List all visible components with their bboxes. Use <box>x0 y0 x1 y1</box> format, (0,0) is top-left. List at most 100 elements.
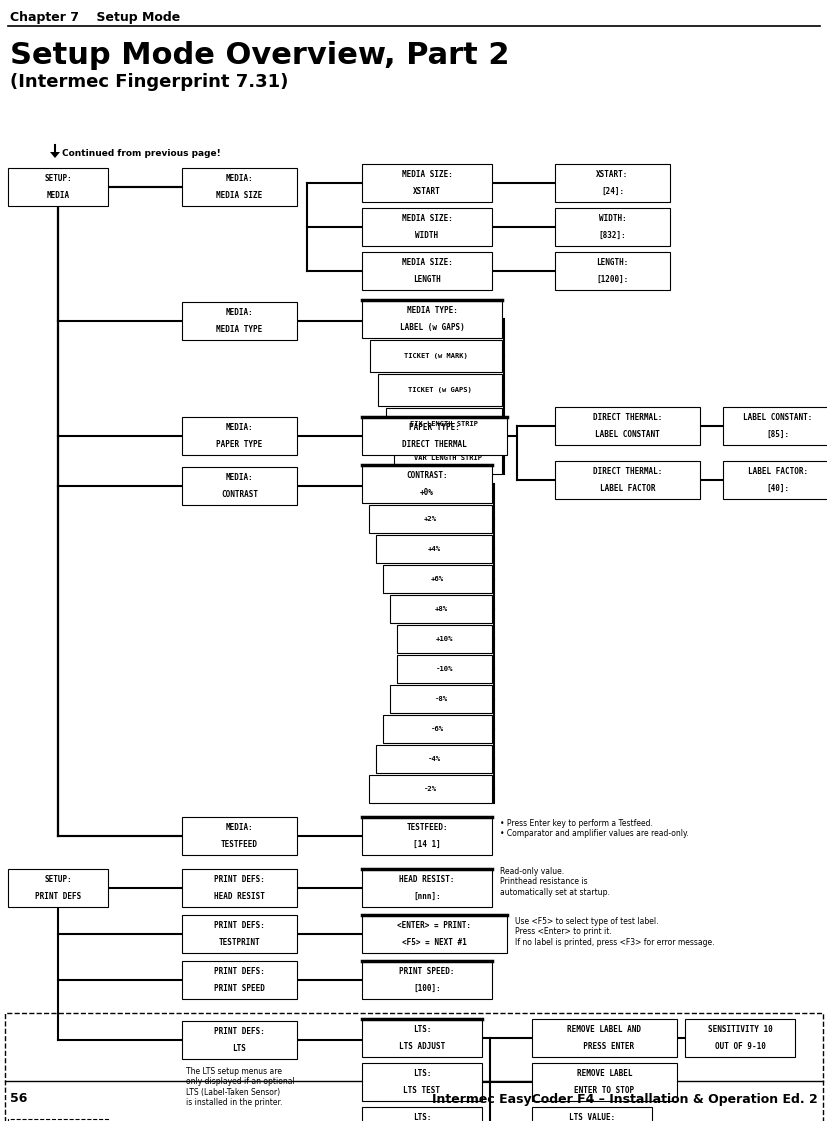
Bar <box>182 417 297 455</box>
Text: SENSITIVITY 10: SENSITIVITY 10 <box>707 1025 772 1035</box>
Text: MEDIA:: MEDIA: <box>225 473 253 482</box>
Bar <box>361 1019 481 1057</box>
Text: PRINT SPEED: PRINT SPEED <box>214 984 265 993</box>
Text: PAPER TYPE: PAPER TYPE <box>216 439 262 448</box>
Text: REMOVE LABEL AND: REMOVE LABEL AND <box>566 1025 641 1035</box>
Text: +4%: +4% <box>427 546 440 552</box>
Text: +10%: +10% <box>435 636 452 642</box>
Text: LABEL (w GAPS): LABEL (w GAPS) <box>399 323 464 332</box>
Text: XSTART:: XSTART: <box>595 170 628 179</box>
Bar <box>361 817 491 855</box>
Bar <box>385 408 501 441</box>
Text: MEDIA: MEDIA <box>46 191 69 200</box>
Bar <box>722 407 827 445</box>
Text: REMOVE LABEL: REMOVE LABEL <box>576 1069 632 1078</box>
Text: 56: 56 <box>10 1093 27 1105</box>
Bar <box>394 442 501 474</box>
Text: DIRECT THERMAL:: DIRECT THERMAL: <box>592 414 662 423</box>
Bar <box>722 461 827 499</box>
Text: LABEL FACTOR: LABEL FACTOR <box>599 484 654 493</box>
Bar <box>369 775 491 803</box>
Text: LTS:: LTS: <box>412 1069 431 1078</box>
Text: HEAD RESIST:: HEAD RESIST: <box>399 876 454 884</box>
Text: -2%: -2% <box>423 786 437 793</box>
Text: MEDIA TYPE: MEDIA TYPE <box>216 325 262 334</box>
Text: [1200]:: [1200]: <box>595 275 628 284</box>
Text: LENGTH:: LENGTH: <box>595 258 628 267</box>
Text: -10%: -10% <box>435 666 452 671</box>
Text: PAPER TYPE:: PAPER TYPE: <box>409 423 459 432</box>
Text: WIDTH:: WIDTH: <box>598 214 625 223</box>
Text: Continued from previous page!: Continued from previous page! <box>62 148 221 157</box>
Text: • Press Enter key to perform a Testfeed.
• Comparator and amplifier values are r: • Press Enter key to perform a Testfeed.… <box>500 819 688 839</box>
Text: LTS: LTS <box>232 1044 246 1053</box>
Text: LTS TEST: LTS TEST <box>403 1086 440 1095</box>
Text: ENTER TO STOP: ENTER TO STOP <box>574 1086 633 1095</box>
Bar <box>554 461 699 499</box>
Bar <box>182 467 297 504</box>
Text: XSTART: XSTART <box>413 187 440 196</box>
Text: CONTRAST:: CONTRAST: <box>406 471 447 480</box>
Text: MEDIA TYPE:: MEDIA TYPE: <box>406 306 457 315</box>
Text: TESTPRINT: TESTPRINT <box>218 938 260 947</box>
Bar <box>532 1063 676 1101</box>
Text: -4%: -4% <box>427 756 440 762</box>
Text: FIX LENGTH STRIP: FIX LENGTH STRIP <box>409 421 477 427</box>
Text: LTS:: LTS: <box>412 1113 431 1121</box>
Bar <box>375 535 491 563</box>
Text: [24]:: [24]: <box>600 187 624 196</box>
Text: PRINT DEFS:: PRINT DEFS: <box>214 876 265 884</box>
Bar <box>383 715 491 743</box>
Bar <box>182 961 297 999</box>
Text: MEDIA:: MEDIA: <box>225 174 253 183</box>
Text: MEDIA:: MEDIA: <box>225 823 253 832</box>
Bar <box>182 915 297 953</box>
Bar <box>378 374 501 406</box>
Text: Use <F5> to select type of test label.
Press <Enter> to print it.
If no label is: Use <F5> to select type of test label. P… <box>514 917 714 947</box>
Text: [85]:: [85]: <box>766 429 789 438</box>
Text: Setup Mode Overview, Part 2: Setup Mode Overview, Part 2 <box>10 41 509 71</box>
Text: LTS ADJUST: LTS ADJUST <box>399 1041 445 1050</box>
Text: [100]:: [100]: <box>413 984 440 993</box>
Text: WIDTH: WIDTH <box>415 231 438 240</box>
Bar <box>182 817 297 855</box>
Text: LTS:: LTS: <box>412 1025 431 1035</box>
Text: [40]:: [40]: <box>766 484 789 493</box>
Bar <box>361 1108 481 1121</box>
Text: MEDIA SIZE:: MEDIA SIZE: <box>401 258 452 267</box>
Text: +0%: +0% <box>419 488 433 497</box>
Text: DIRECT THERMAL: DIRECT THERMAL <box>402 439 466 448</box>
Text: HEAD RESIST: HEAD RESIST <box>214 892 265 901</box>
Bar <box>361 209 491 245</box>
Bar <box>361 1063 481 1101</box>
Bar <box>396 626 491 654</box>
Bar <box>369 504 491 532</box>
Text: MEDIA SIZE:: MEDIA SIZE: <box>401 170 452 179</box>
Bar <box>361 915 506 953</box>
Text: [nnn]:: [nnn]: <box>413 892 440 901</box>
Text: VAR LENGTH STRIP: VAR LENGTH STRIP <box>414 455 481 461</box>
Bar <box>361 417 506 455</box>
Bar <box>361 869 491 907</box>
Bar <box>532 1108 651 1121</box>
Bar <box>182 302 297 340</box>
Text: +6%: +6% <box>430 576 443 582</box>
Text: -6%: -6% <box>430 726 443 732</box>
Text: PRESS ENTER: PRESS ENTER <box>574 1041 633 1050</box>
Bar <box>182 168 297 206</box>
Text: TESTFEED: TESTFEED <box>221 840 258 849</box>
Text: LABEL FACTOR:: LABEL FACTOR: <box>747 467 807 476</box>
Text: MEDIA:: MEDIA: <box>225 308 253 317</box>
Bar <box>370 340 501 372</box>
Text: TESTFEED:: TESTFEED: <box>406 823 447 832</box>
Text: The LTS setup menus are
only displayed if an optional
LTS (Label-Taken Sensor)
i: The LTS setup menus are only displayed i… <box>186 1067 294 1108</box>
Bar <box>361 164 491 202</box>
Bar <box>383 565 491 593</box>
Bar <box>361 300 501 339</box>
Bar <box>5 1013 822 1121</box>
Polygon shape <box>50 152 60 158</box>
Text: (Intermec Fingerprint 7.31): (Intermec Fingerprint 7.31) <box>10 73 288 91</box>
Text: +2%: +2% <box>423 516 437 522</box>
Text: LABEL CONSTANT:: LABEL CONSTANT: <box>743 414 812 423</box>
Text: MEDIA SIZE:: MEDIA SIZE: <box>401 214 452 223</box>
